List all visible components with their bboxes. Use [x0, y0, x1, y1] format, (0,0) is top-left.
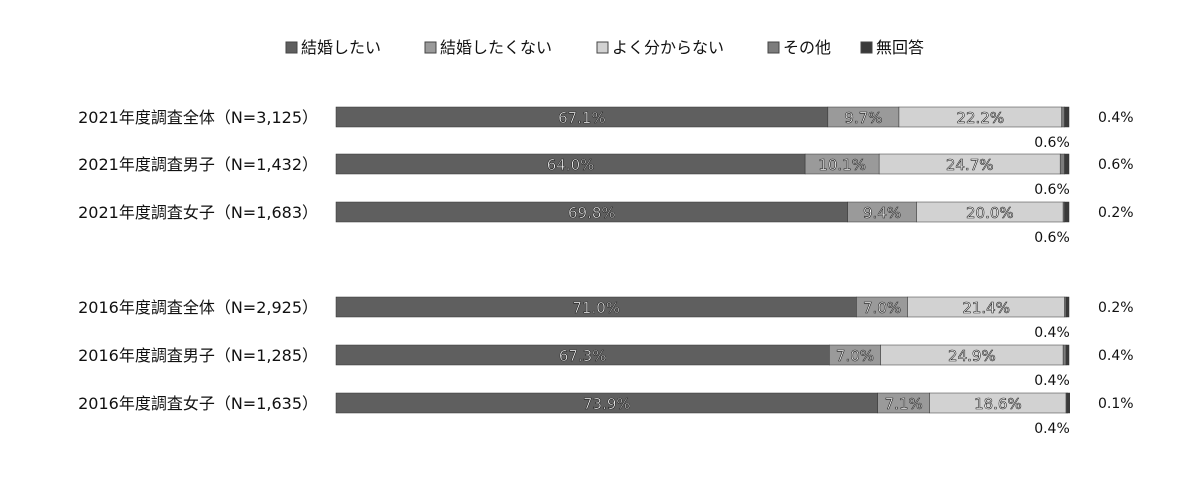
legend-swatch: [424, 41, 437, 54]
data-label: 7.0%: [836, 347, 874, 365]
legend: 結婚したい 結婚したくない よく分からない その他 無回答: [285, 38, 924, 57]
legend-label: 結婚したい: [301, 38, 381, 57]
data-label-other: 0.1%: [1098, 396, 1134, 412]
data-label-no-answer: 0.6%: [1034, 135, 1070, 151]
bar-segment: [1064, 201, 1070, 223]
bar-segment: [1065, 296, 1070, 318]
data-label: 9.4%: [863, 204, 901, 222]
bar-segment: [1061, 106, 1065, 128]
category-label: 2016年度調査男子（N=1,285）: [78, 346, 318, 365]
data-label: 24.7%: [946, 156, 994, 174]
legend-label: よく分からない: [612, 38, 724, 57]
bar-segment: [1065, 344, 1070, 366]
data-label: 67.1%: [558, 109, 606, 127]
bar-segment: [1059, 153, 1065, 175]
data-label-other: 0.2%: [1098, 205, 1134, 221]
data-label: 20.0%: [966, 204, 1014, 222]
data-label: 67.3%: [559, 347, 607, 365]
data-label: 24.9%: [948, 347, 996, 365]
data-label: 9.7%: [844, 109, 882, 127]
bar-segment: [1064, 153, 1070, 175]
data-label: 22.2%: [956, 109, 1004, 127]
data-label: 21.4%: [962, 299, 1010, 317]
bar-segment: [1062, 344, 1067, 366]
data-label-no-answer: 0.4%: [1034, 373, 1070, 389]
legend-label: 結婚したくない: [440, 38, 552, 57]
data-label-no-answer: 0.6%: [1034, 230, 1070, 246]
data-label-no-answer: 0.6%: [1034, 182, 1070, 198]
data-label-other: 0.6%: [1098, 157, 1134, 173]
legend-swatch: [860, 41, 873, 54]
data-label: 73.9%: [583, 395, 631, 413]
data-label-other: 0.4%: [1098, 110, 1134, 126]
category-label: 2016年度調査女子（N=1,635）: [78, 394, 318, 413]
legend-swatch: [596, 41, 609, 54]
data-label-no-answer: 0.4%: [1034, 325, 1070, 341]
legend-swatch: [767, 41, 780, 54]
category-label: 2021年度調査女子（N=1,683）: [78, 203, 318, 222]
data-label: 18.6%: [974, 395, 1022, 413]
data-label: 64.0%: [547, 156, 595, 174]
legend-label: その他: [783, 38, 831, 57]
data-label: 7.0%: [863, 299, 901, 317]
category-label: 2021年度調査男子（N=1,432）: [78, 155, 318, 174]
data-label-no-answer: 0.4%: [1034, 421, 1070, 437]
data-label-other: 0.4%: [1098, 348, 1134, 364]
data-label-other: 0.2%: [1098, 300, 1134, 316]
data-label: 7.1%: [885, 395, 923, 413]
bar-segment: [1066, 392, 1070, 414]
data-label: 71.0%: [572, 299, 620, 317]
legend-label: 無回答: [876, 38, 924, 57]
category-label: 2016年度調査全体（N=2,925）: [78, 298, 318, 317]
category-label: 2021年度調査全体（N=3,125）: [78, 108, 318, 127]
data-label: 69.8%: [568, 204, 616, 222]
plot-area: 2021年度調査全体（N=3,125） 67.1% 9.7% 22.2% 0.4% 0.6…: [78, 106, 1134, 437]
legend-swatch: [285, 41, 298, 54]
bar-segment: [1064, 106, 1070, 128]
data-label: 10.1%: [818, 156, 866, 174]
